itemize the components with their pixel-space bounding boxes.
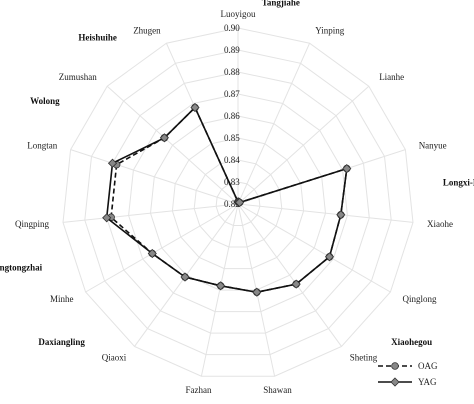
axis-tick-label: 0.87: [224, 89, 240, 99]
data-point-yag: [216, 281, 226, 291]
data-point-yag: [190, 102, 200, 113]
axis-tick-label: 0.90: [224, 23, 240, 33]
category-label: Shawan: [263, 385, 292, 395]
region-label: Xiaohegou: [391, 337, 432, 347]
grid-spoke: [85, 203, 239, 293]
category-label: Qingping: [15, 219, 50, 229]
category-label: Zhugen: [133, 25, 161, 35]
category-label: Lianhe: [379, 72, 404, 82]
data-point-yag: [291, 279, 301, 289]
category-label: Luoyigou: [221, 9, 256, 19]
data-point-yag: [147, 248, 157, 259]
category-label: Yinping: [315, 25, 345, 35]
region-label: Tangjiahe: [262, 0, 300, 8]
axis-tick-label: 0.84: [224, 155, 240, 165]
category-label: Longtan: [27, 140, 57, 150]
grid-spoke: [62, 203, 239, 223]
data-point-yag: [252, 287, 262, 297]
region-label: Fengtongzhai: [0, 263, 43, 273]
data-point-yag: [180, 272, 190, 282]
grid-spoke: [70, 149, 239, 205]
grid-spoke: [237, 203, 342, 347]
region-label: Daxiangling: [38, 337, 85, 347]
axis-tick-label: 0.89: [224, 45, 240, 55]
grid-ring: [84, 49, 392, 356]
legend-label-oag: OAG: [418, 361, 438, 371]
data-point-yag: [324, 252, 335, 262]
grid-ring: [149, 115, 327, 291]
grid-ring: [171, 137, 305, 270]
region-label: Longxi-Hongkou: [443, 178, 474, 188]
data-point-yag: [159, 133, 169, 143]
grid-spoke: [237, 42, 311, 205]
category-label: Qinglong: [403, 294, 438, 304]
axis-tick-label: 0.88: [224, 67, 240, 77]
data-point-yag: [102, 213, 112, 223]
legend-marker-oag: [391, 362, 399, 370]
category-label: Sheting: [350, 353, 378, 363]
data-point-yag: [342, 164, 352, 174]
grid-spoke: [200, 203, 239, 377]
category-label: Minhe: [50, 294, 74, 304]
grid-spoke: [237, 85, 370, 205]
grid-spoke: [106, 85, 239, 205]
grid-ring: [193, 159, 283, 248]
category-label: Qiaoxi: [102, 353, 127, 363]
legend-label-yag: YAG: [418, 377, 437, 387]
grid-ring: [62, 27, 414, 377]
category-label: Fazhan: [186, 385, 212, 395]
axis-tick-label: 0.82: [224, 199, 240, 209]
category-label: Zumushan: [59, 72, 97, 82]
grid-spoke: [237, 203, 414, 223]
series-line-yag: [105, 106, 348, 294]
axis-tick-label: 0.83: [224, 177, 240, 187]
category-label: Nanyue: [419, 140, 447, 150]
grid-ring: [106, 71, 370, 334]
grid-ring: [128, 93, 348, 313]
axis-tick-label: 0.85: [224, 133, 240, 143]
legend-marker-yag: [390, 377, 400, 387]
grid-spoke: [237, 203, 391, 293]
region-label: Wolong: [30, 96, 60, 106]
data-point-yag: [235, 197, 245, 208]
grid-ring: [215, 181, 261, 226]
category-label: Xiaohe: [427, 219, 453, 229]
region-label: Heishuihe: [78, 32, 117, 42]
axis-tick-label: 0.86: [224, 111, 240, 121]
data-point-yag: [336, 210, 346, 220]
data-point-yag: [107, 158, 118, 168]
